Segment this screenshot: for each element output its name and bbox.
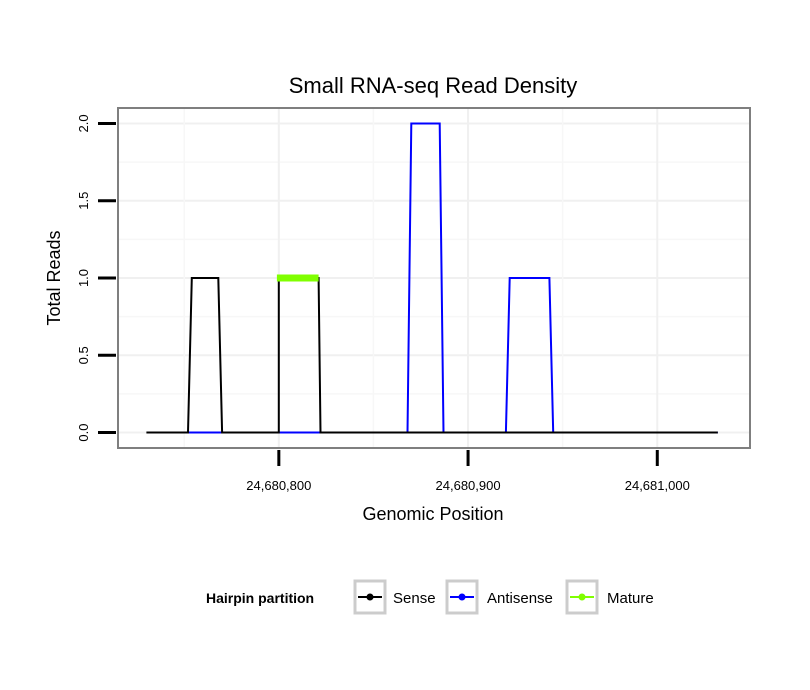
y-tick-label: 2.0 <box>76 114 91 132</box>
legend: Hairpin partition Sense Antisense Mature <box>206 579 654 615</box>
legend-title: Hairpin partition <box>206 590 314 606</box>
legend-item-mature: Mature <box>565 579 654 615</box>
x-axis: 24,680,800 24,680,900 24,681,000 <box>246 450 690 493</box>
y-axis: 0.0 0.5 1.0 1.5 2.0 <box>76 114 116 442</box>
legend-key-dot <box>578 593 586 601</box>
y-tick-label: 1.0 <box>76 269 91 287</box>
legend-label: Mature <box>607 590 654 607</box>
legend-label: Antisense <box>487 590 553 607</box>
x-tick-label: 24,681,000 <box>625 478 690 493</box>
x-tick-label: 24,680,800 <box>246 478 311 493</box>
y-tick-label: 1.5 <box>76 192 91 210</box>
grid <box>118 108 750 448</box>
chart-title: Small RNA-seq Read Density <box>289 73 578 98</box>
legend-item-antisense: Antisense <box>445 579 553 615</box>
y-axis-label: Total Reads <box>44 230 64 325</box>
x-tick-label: 24,680,900 <box>436 478 501 493</box>
x-axis-label: Genomic Position <box>362 504 503 524</box>
plot-panel-border <box>117 107 751 449</box>
y-tick-label: 0.5 <box>76 346 91 364</box>
series-layer <box>146 122 718 434</box>
legend-key-dot <box>458 593 466 601</box>
y-tick-label: 0.0 <box>76 424 91 442</box>
legend-key-dot <box>366 593 374 601</box>
legend-label: Sense <box>393 590 436 607</box>
series-line-sense <box>146 277 718 434</box>
legend-item-sense: Sense <box>353 579 436 615</box>
